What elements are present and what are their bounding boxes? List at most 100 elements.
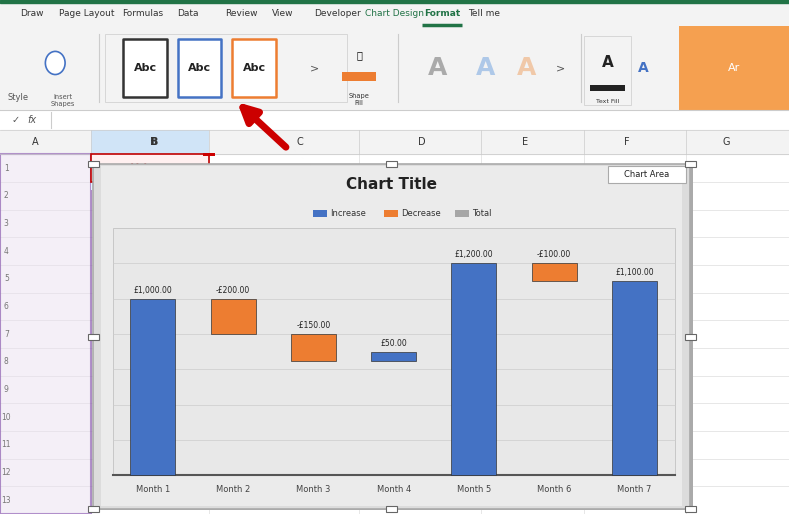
Text: >: > [555,63,565,73]
Bar [342,72,376,81]
Text: Month 1: Month 1 [136,485,170,494]
Bar [232,39,276,97]
Text: G: G [722,137,730,147]
Text: Month 7: Month 7 [617,485,652,494]
Text: A: A [518,56,537,80]
Bar [451,264,496,475]
Bar [0,154,91,514]
Text: A: A [602,56,613,70]
Bar [532,264,577,281]
Bar [95,166,693,510]
Bar [178,39,221,97]
Text: Insert
Shapes: Insert Shapes [51,94,75,107]
Text: £50.00: £50.00 [380,339,407,347]
Text: 1: 1 [4,163,9,173]
Text: Format: Format [424,9,461,17]
Text: Text Fill: Text Fill [596,99,619,104]
Text: Abc: Abc [188,63,211,73]
Text: Shape
Fill: Shape Fill [349,94,369,106]
Text: £1,200.00: £1,200.00 [454,250,493,260]
Bar [612,281,657,475]
Text: Page Layout: Page Layout [59,9,114,17]
Text: Month 3: Month 3 [297,485,331,494]
Ellipse shape [46,51,65,75]
Text: Chart Design: Chart Design [365,9,424,17]
Text: Decrease: Decrease [401,209,441,218]
Text: Total: Total [472,209,492,218]
Text: 4: 4 [4,247,9,255]
Text: 12: 12 [2,468,11,477]
Text: A: A [32,137,39,147]
Bar [88,161,99,168]
Text: Month 5: Month 5 [457,485,491,494]
Bar [590,85,625,91]
Text: Abc: Abc [242,63,266,73]
Text: Month 2: Month 2 [216,485,250,494]
Text: Style: Style [8,93,29,102]
Text: 8: 8 [4,357,9,366]
Text: £1,100.00: £1,100.00 [615,268,654,277]
Text: Value: Value [131,163,161,173]
Text: 9: 9 [4,385,9,394]
Bar [685,161,696,168]
Text: View: View [272,9,294,17]
Text: 10: 10 [2,413,11,421]
Bar [608,167,686,183]
Text: Tell me: Tell me [468,9,500,17]
Bar [91,182,209,190]
Bar [105,34,347,102]
Text: Increase: Increase [330,209,366,218]
Text: ✓: ✓ [12,115,20,125]
Bar [36,36,95,105]
Text: Data: Data [178,9,199,17]
Text: >: > [309,63,319,73]
Bar [113,228,675,475]
Bar [88,506,99,512]
Bar [679,26,789,110]
Bar [93,164,690,509]
Text: -£200.00: -£200.00 [216,286,250,295]
Text: Month 4: Month 4 [376,485,411,494]
Text: Chart Title: Chart Title [346,177,437,192]
Bar [211,299,256,334]
Bar [0,110,789,130]
Bar [0,154,789,514]
Text: F: F [624,137,630,147]
Bar [291,334,336,361]
Text: D: D [418,137,426,147]
Bar [685,506,696,512]
Text: Ar: Ar [727,63,740,73]
Bar [383,210,398,217]
Text: A: A [428,56,447,80]
Text: £1,000.00: £1,000.00 [133,286,172,295]
Bar [91,154,209,182]
Text: 🪣: 🪣 [356,50,362,60]
Text: Abc: Abc [133,63,157,73]
Text: fx: fx [28,115,37,125]
Text: A: A [476,56,495,80]
Text: 7: 7 [4,329,9,339]
Text: C: C [297,137,303,147]
Text: Draw: Draw [20,9,43,17]
Bar [387,506,397,512]
Bar [130,299,175,475]
Text: A: A [638,61,649,75]
Text: Formulas: Formulas [122,9,163,17]
Bar [91,130,209,154]
Bar [685,334,696,340]
Bar [0,0,789,3]
Text: -£150.00: -£150.00 [297,321,331,330]
Bar [584,36,631,105]
Text: 2: 2 [4,191,9,200]
Bar [203,153,215,156]
Text: 6: 6 [4,302,9,311]
Text: 11: 11 [2,440,11,449]
Text: B: B [150,137,158,147]
Text: -£100.00: -£100.00 [537,250,571,260]
Text: 3: 3 [4,219,9,228]
Bar [0,0,789,26]
Bar [0,26,789,110]
Text: E: E [522,137,528,147]
Bar [123,39,166,97]
Text: Review: Review [225,9,257,17]
